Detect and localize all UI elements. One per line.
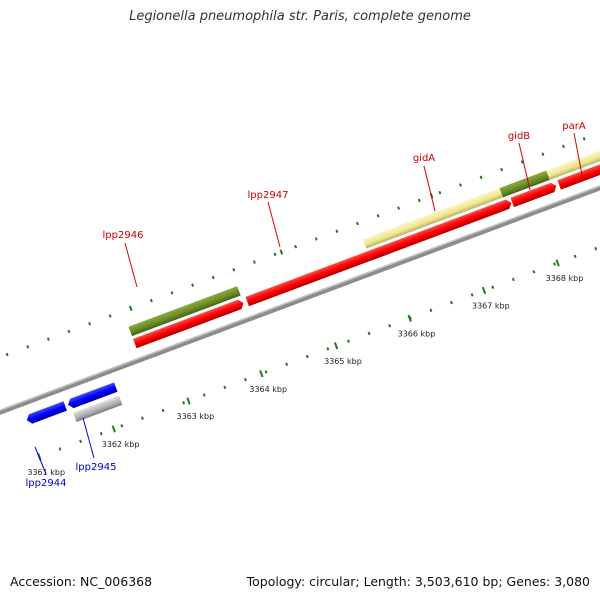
map-title: Legionella pneumophila str. Paris, compl… — [129, 9, 471, 24]
feature-lpp2945 — [73, 395, 123, 422]
gene-lpp2945 — [68, 382, 118, 409]
gene-lpp2944 — [26, 401, 67, 424]
gene-lpp2946 — [133, 299, 244, 349]
feature-gidA — [362, 188, 503, 249]
label-leaders — [34, 132, 584, 475]
gene-label-lpp2946: lpp2946 — [103, 230, 144, 241]
kbp-label: 3364 kbp — [249, 385, 287, 394]
gene-label-lpp2945: lpp2945 — [76, 462, 117, 473]
gene-label-gidB: gidB — [508, 131, 530, 142]
gene-lpp2947 — [245, 244, 392, 307]
accession-label: Accession: NC_006368 — [10, 574, 153, 589]
gene-label-lpp2944: lpp2944 — [26, 478, 67, 489]
gene-label-parA: parA — [562, 121, 586, 132]
kbp-label: 3362 kbp — [102, 440, 140, 449]
kbp-label: 3368 kbp — [546, 274, 584, 283]
kbp-label: 3365 kbp — [324, 357, 362, 366]
backbone — [0, 182, 600, 418]
feature-gidB — [499, 170, 550, 198]
kbp-label: 3366 kbp — [398, 330, 436, 339]
gene-label-lpp2947: lpp2947 — [248, 190, 289, 201]
gene-label-gidA: gidA — [413, 153, 435, 164]
gene-gidB — [510, 182, 557, 208]
gene-gidA — [367, 199, 512, 261]
gene-parA — [557, 161, 600, 190]
kbp-label: 3361 kbp — [27, 468, 65, 477]
feature-lpp2946 — [128, 286, 241, 337]
feature-parA — [546, 149, 600, 180]
kbp-label: 3367 kbp — [472, 302, 510, 311]
genome-summary: Topology: circular; Length: 3,503,610 bp… — [246, 574, 590, 589]
kbp-label: 3363 kbp — [176, 412, 214, 421]
forward-tick-track — [5, 137, 586, 357]
